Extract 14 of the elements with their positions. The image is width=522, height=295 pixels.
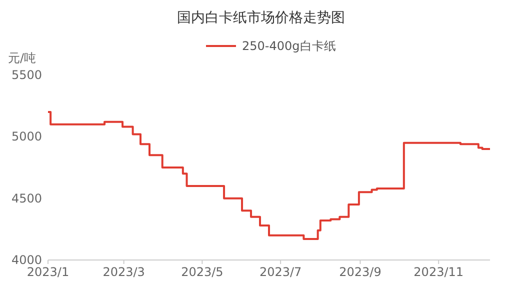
y-tick-label: 5000	[11, 130, 42, 144]
legend-label: 250-400g白卡纸	[242, 39, 336, 53]
y-tick-label: 5500	[11, 68, 42, 82]
x-tick-label: 2023/9	[339, 265, 382, 279]
x-tick-label: 2023/1	[26, 265, 70, 279]
x-tick-label: 2023/3	[102, 265, 145, 279]
legend: 250-400g白卡纸	[206, 39, 336, 53]
y-axis-title: 元/吨	[8, 51, 36, 65]
x-tick-label: 2023/7	[259, 265, 302, 279]
x-tick-label: 2023/5	[181, 265, 224, 279]
chart-title: 国内白卡纸市场价格走势图	[177, 10, 345, 26]
x-tick-label: 2023/11	[414, 265, 464, 279]
y-tick-label: 4000	[11, 253, 42, 267]
y-tick-label: 4500	[11, 191, 42, 206]
